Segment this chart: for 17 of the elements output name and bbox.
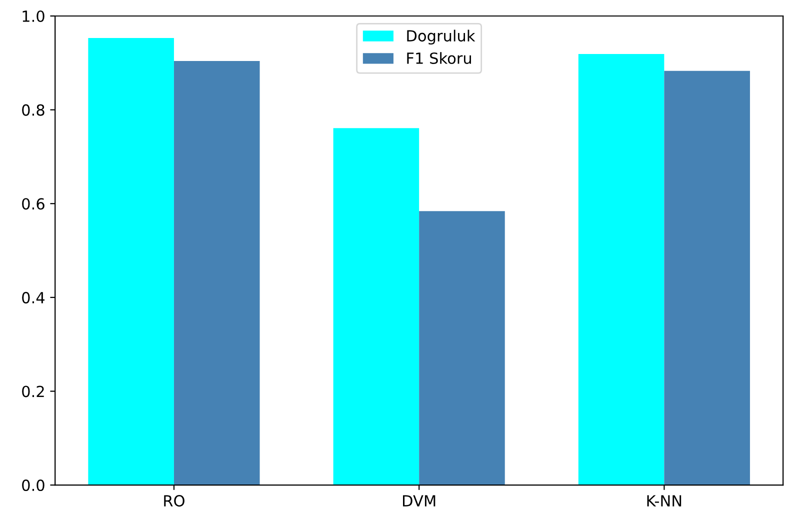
legend-label: F1 Skoru (407, 52, 471, 64)
y-tick-label: 0.6 (22, 198, 44, 210)
bar (174, 61, 260, 486)
y-tick-label: 0.0 (22, 480, 44, 492)
x-tick-label: RO (164, 495, 184, 507)
y-tick-label: 0.8 (22, 104, 44, 116)
x-tick-label: DVM (403, 495, 436, 506)
x-tick-label: K-NN (647, 495, 682, 506)
legend-label: Dogruluk (407, 30, 476, 45)
bar (88, 38, 174, 486)
y-tick-label: 0.2 (22, 386, 44, 398)
bar (419, 211, 505, 486)
bar (578, 54, 664, 486)
bar (664, 70, 750, 486)
y-tick-label: 1.0 (22, 10, 44, 22)
bar (333, 128, 420, 486)
y-tick-label: 0.4 (22, 292, 45, 304)
